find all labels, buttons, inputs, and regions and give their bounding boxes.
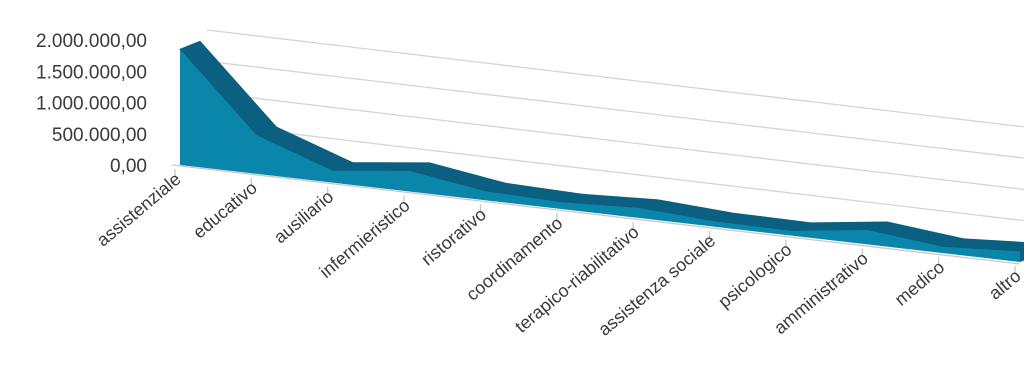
- x-tick-label: psicologico: [714, 239, 795, 312]
- gridline: [206, 91, 1024, 191]
- gridlines: [206, 29, 1024, 253]
- y-tick-label: 0,00: [110, 156, 147, 177]
- area-top-face: [943, 238, 1024, 252]
- x-axis-line: [171, 164, 1021, 265]
- gridline: [206, 123, 1024, 222]
- x-tick-label: educativo: [189, 178, 261, 243]
- x-tick-label: infermieristico: [316, 195, 414, 282]
- x-axis: [171, 164, 1021, 273]
- x-tick-label: medico: [891, 257, 948, 310]
- x-tick-label: altro: [985, 266, 1024, 304]
- y-tick-label: 500.000,00: [52, 125, 147, 146]
- gridline: [206, 60, 1024, 159]
- x-tick-label: assistenziale: [93, 169, 185, 251]
- y-tick-label: 1.000.000,00: [36, 94, 147, 115]
- y-tick-label: 2.000.000,00: [36, 31, 147, 52]
- x-tick-label: ristorativo: [417, 204, 490, 269]
- y-tick-label: 1.500.000,00: [36, 62, 147, 83]
- area-end-cap: [1020, 249, 1024, 262]
- x-tick-label: ausiliario: [270, 186, 337, 247]
- area-series: [179, 40, 1024, 262]
- gridline: [206, 29, 1024, 128]
- y-axis-tick-labels: 0,00 500.000,00 1.000.000,00 1.500.000,00 2.…: [36, 31, 147, 177]
